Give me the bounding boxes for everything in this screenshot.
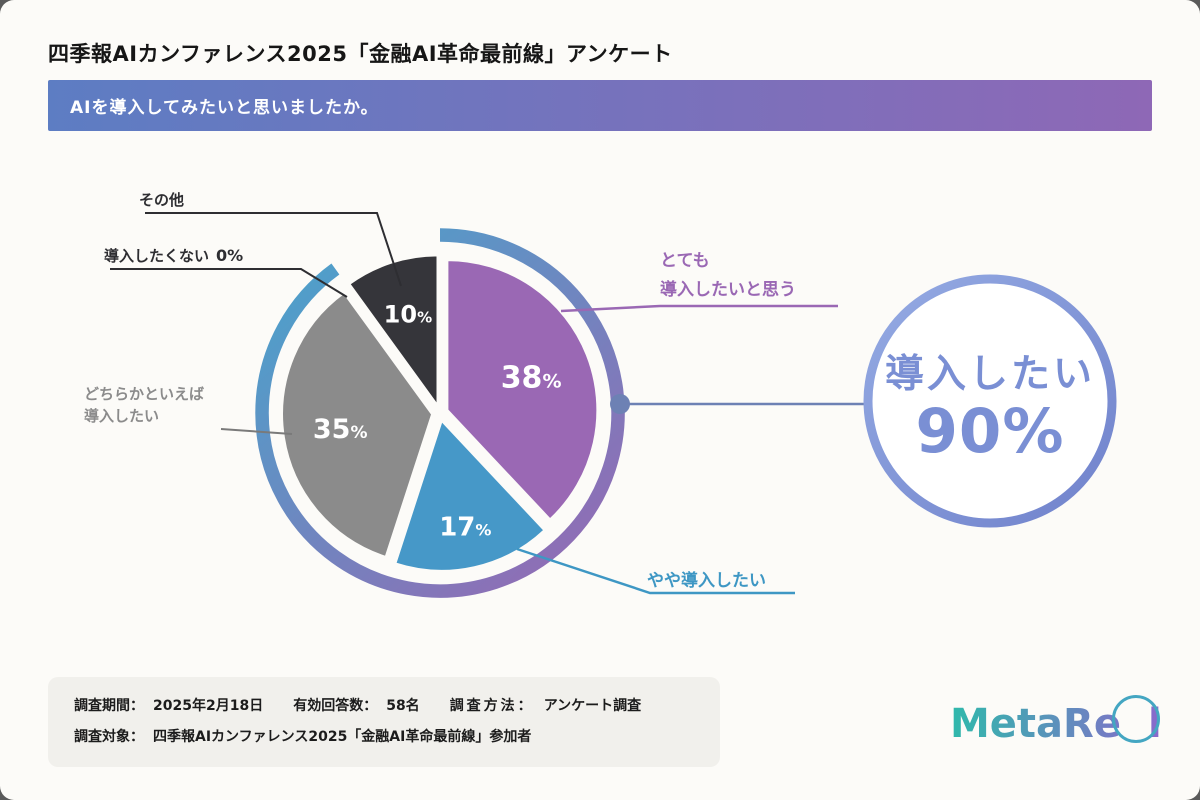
survey-target-label: 調査対象：: [74, 729, 144, 745]
pie-slice-4: [348, 254, 439, 407]
logo-circled-letter: a: [1121, 701, 1148, 747]
callout-somewhat-label: やや導入したい: [647, 571, 766, 591]
connector-dot: [610, 394, 630, 414]
survey-method-value: アンケート調査: [543, 698, 642, 714]
summary-value-number: 90: [915, 396, 1003, 467]
callout-very-line1: とても: [660, 251, 710, 271]
summary-circle: [863, 274, 1117, 528]
summary-value: 90%: [860, 399, 1120, 465]
page-title: 四季報AIカンファレンス2025「金融AI革命最前線」アンケート: [48, 42, 673, 66]
pie-slices: 38% 17% 35% 10%: [281, 254, 599, 572]
summary-circle-text: 導入したい 90%: [860, 343, 1120, 465]
leader-not-want: [110, 268, 348, 298]
question-banner: AIを導入してみたいと思いましたか。: [48, 80, 1152, 131]
question-text: AIを導入してみたいと思いましたか。: [70, 98, 379, 118]
survey-method: 調査方法： アンケート調査: [450, 695, 641, 715]
survey-target-value: 四季報AIカンファレンス2025「金融AI革命最前線」参加者: [153, 729, 532, 745]
respondents-label: 有効回答数：: [293, 698, 378, 714]
survey-period-value: 2025年2月18日: [153, 698, 264, 714]
slice-percent-1: 17%: [439, 512, 491, 542]
callout-somewhat: やや導入したい: [647, 566, 766, 591]
callout-not-want-label: 導入したくない: [104, 247, 210, 265]
leader-very: [560, 304, 838, 313]
slice-percent-4: 10%: [384, 301, 432, 329]
pie-slice-1: [394, 419, 546, 572]
leader-other: [145, 212, 402, 287]
slice-percent-2: 35%: [313, 414, 368, 445]
callout-very-line2: 導入したいと思う: [660, 279, 796, 300]
callout-other: その他: [139, 189, 184, 210]
leader-somewhat: [516, 547, 795, 595]
callout-other-label: その他: [139, 191, 185, 209]
summary-value-unit: %: [1002, 396, 1065, 467]
slice-percent-0: 38%: [501, 360, 562, 395]
logo-text-left: MetaRe: [950, 701, 1121, 747]
callout-not-want: 導入したくない 0%: [104, 245, 243, 266]
logo-circled-glyph: a: [1120, 701, 1148, 747]
survey-info-row-2: 調査対象： 四季報AIカンファレンス2025「金融AI革命最前線」参加者: [74, 726, 694, 746]
pie-slice-2: [281, 291, 434, 558]
metareal-logo: MetaReal: [950, 701, 1162, 747]
pie-slice-0: [446, 259, 599, 521]
survey-method-label: 調査方法：: [449, 698, 535, 714]
survey-info-box: 調査期間： 2025年2月18日 有効回答数： 58名 調査方法： アンケート調…: [48, 677, 720, 767]
survey-info-row-1: 調査期間： 2025年2月18日 有効回答数： 58名 調査方法： アンケート調…: [74, 695, 694, 715]
respondents-value: 58名: [386, 698, 420, 714]
leader-rather: [220, 428, 293, 435]
callout-rather: どちらかといえば 導入したい: [84, 384, 204, 428]
survey-period: 調査期間： 2025年2月18日: [74, 695, 263, 715]
highlight-90-arc: [255, 228, 625, 598]
callout-very: とても 導入したいと思う: [660, 247, 796, 305]
callout-not-want-value: 0%: [216, 246, 244, 265]
survey-target: 調査対象： 四季報AIカンファレンス2025「金融AI革命最前線」参加者: [74, 726, 531, 746]
callout-rather-line1: どちらかといえば: [84, 385, 205, 403]
summary-label: 導入したい: [884, 352, 1095, 397]
callout-rather-line2: 導入したい: [84, 406, 160, 425]
respondents: 有効回答数： 58名: [293, 695, 419, 715]
survey-period-label: 調査期間：: [74, 698, 144, 714]
